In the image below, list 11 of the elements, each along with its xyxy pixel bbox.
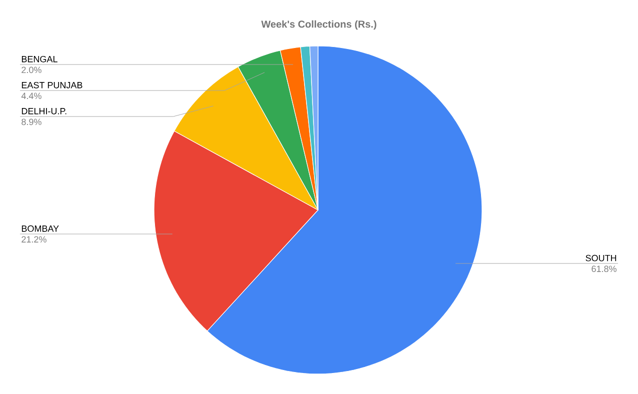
data-label: 8.9% <box>22 118 42 126</box>
slice-label: BOMBAY <box>22 225 59 232</box>
data-label: 21.2% <box>22 236 46 243</box>
slice-label: EAST PUNJAB <box>22 82 82 88</box>
slice-label: BENGAL <box>22 56 58 62</box>
slice-label: SOUTH <box>586 254 616 262</box>
data-label: 61.8% <box>592 266 616 272</box>
data-label: 4.4% <box>21 92 42 100</box>
chart-title: Week's Collections (Rs.) <box>261 20 376 30</box>
slice-label: DELHI-U.P. <box>22 108 66 114</box>
data-label: 2.0% <box>22 66 42 74</box>
